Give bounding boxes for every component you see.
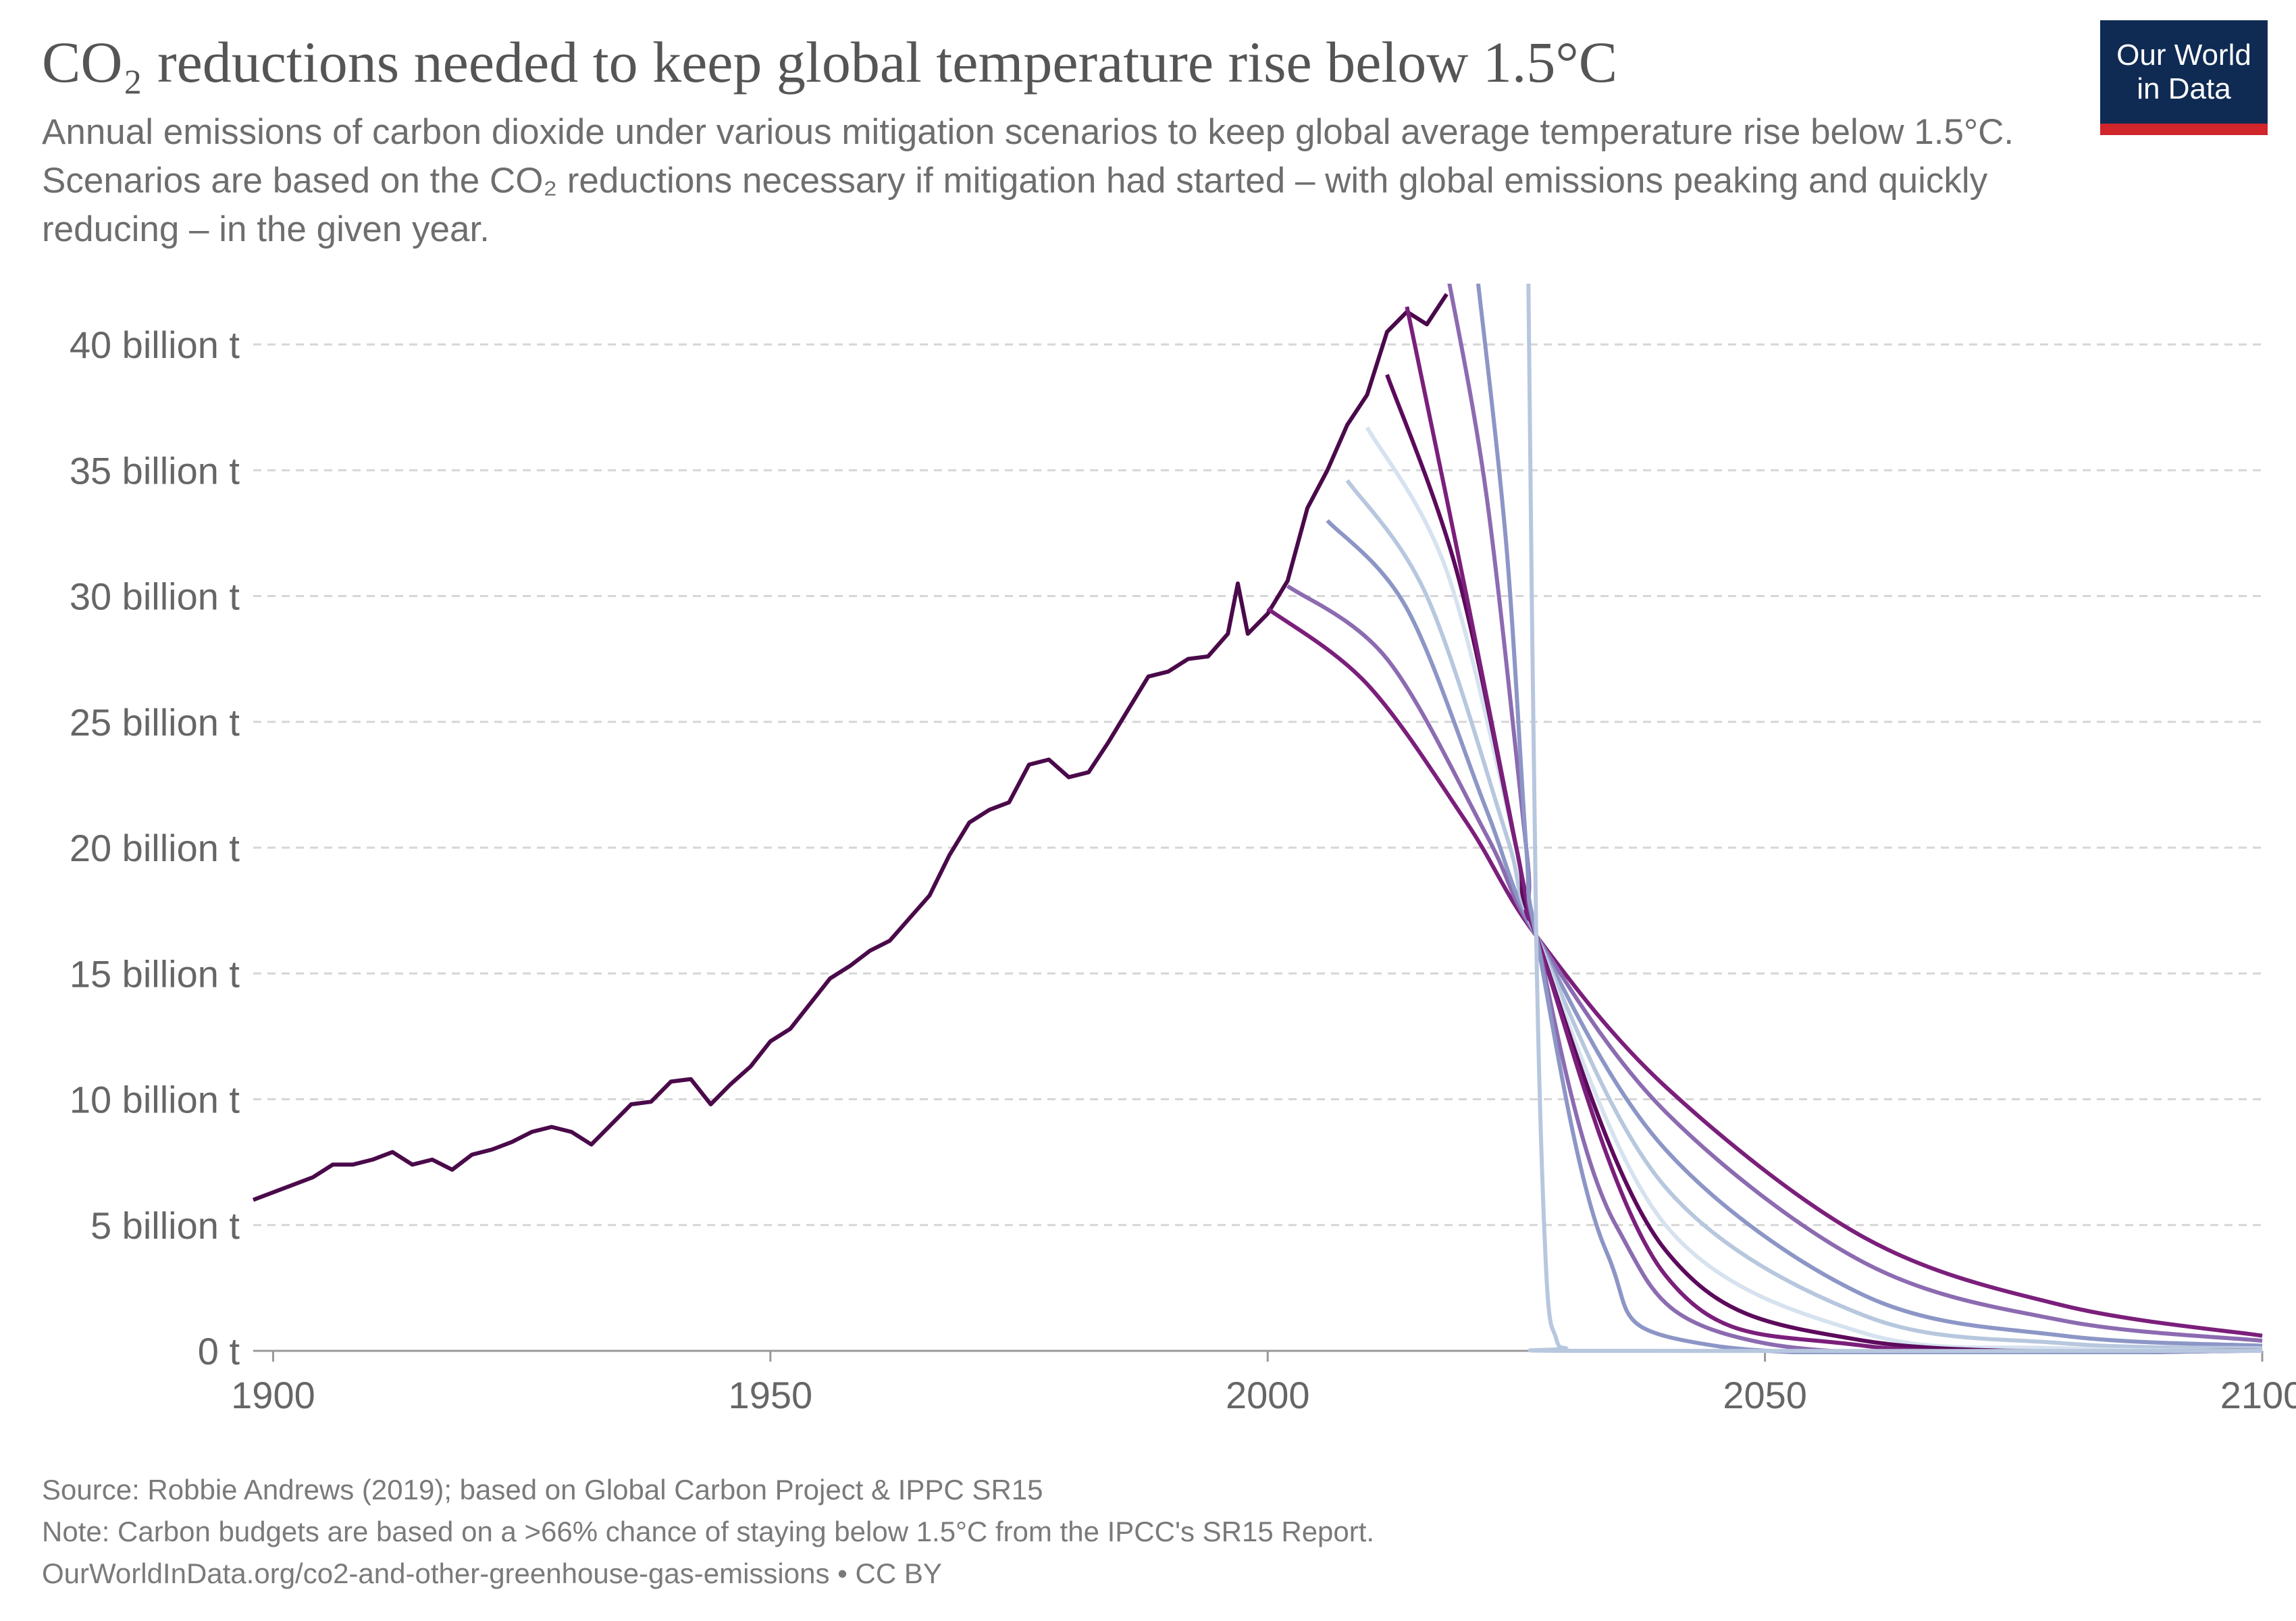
y-tick-label: 0 t [198, 1330, 240, 1372]
url-license[interactable]: OurWorldInData.org/co2-and-other-greenho… [42, 1558, 942, 1589]
historical-emissions-line [252, 292, 1449, 1202]
scenario-line [1526, 284, 2263, 1354]
chart-title: CO₂ reductions needed to keep global tem… [42, 30, 1618, 95]
scenario-line [1365, 426, 2263, 1353]
y-tick-label: 25 billion t [70, 701, 240, 744]
scenario-line [1447, 284, 2263, 1354]
y-tick-label: 20 billion t [70, 827, 240, 869]
y-tick-label: 40 billion t [70, 324, 240, 366]
owid-logo[interactable]: Our World in Data [2100, 20, 2268, 135]
y-tick-label: 35 billion t [70, 449, 240, 492]
y-tick-label: 10 billion t [70, 1079, 240, 1121]
x-tick-label: 1900 [231, 1374, 315, 1416]
scenario-line [1476, 284, 2263, 1354]
scenario-line [1266, 607, 2263, 1338]
x-tick-label: 1950 [729, 1374, 813, 1416]
scenario-line [1326, 519, 2263, 1348]
logo-text: Our World in Data [2116, 38, 2251, 105]
methodology-note: Note: Carbon budgets are based on a >66%… [42, 1516, 1375, 1547]
chart-subtitle: Annual emissions of carbon dioxide under… [42, 112, 2014, 249]
chart-footer: Source: Robbie Andrews (2019); based on … [42, 1469, 1374, 1595]
x-tick-label: 2000 [1226, 1374, 1310, 1416]
y-tick-label: 30 billion t [70, 575, 240, 618]
x-tick-label: 2050 [1723, 1374, 1807, 1416]
scenario-line [1345, 479, 2263, 1351]
x-tick-label: 2100 [2220, 1374, 2296, 1416]
source-note: Source: Robbie Andrews (2019); based on … [42, 1474, 1043, 1506]
scenario-line [1286, 584, 2263, 1343]
y-tick-label: 15 billion t [70, 952, 240, 995]
y-tick-label: 5 billion t [90, 1204, 240, 1247]
